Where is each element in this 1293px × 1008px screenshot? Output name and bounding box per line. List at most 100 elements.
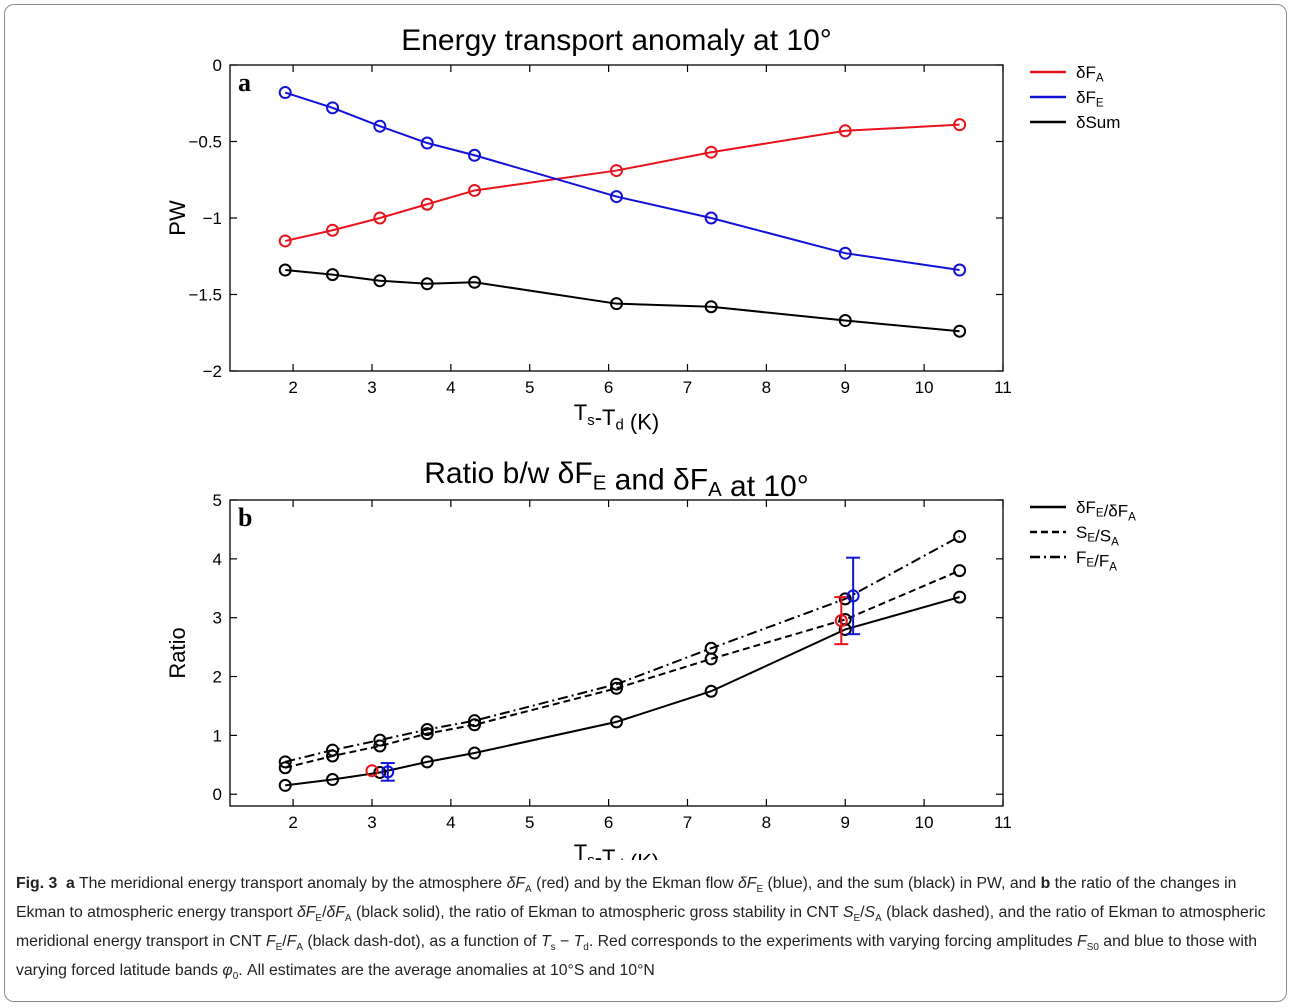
chart-title: Energy transport anomaly at 10°: [401, 24, 832, 57]
error-point: [365, 764, 379, 778]
y-tick-label: −1: [203, 209, 222, 228]
data-point: [953, 118, 967, 132]
y-tick-label: 5: [213, 491, 222, 510]
x-tick-label: 4: [446, 813, 455, 832]
x-tick-label: 7: [683, 813, 692, 832]
data-point: [953, 324, 967, 338]
data-point: [420, 197, 434, 211]
x-tick-label: 8: [762, 813, 771, 832]
y-axis-label: Ratio: [165, 627, 190, 678]
data-point: [468, 718, 482, 732]
data-point: [326, 101, 340, 115]
caption-text: a The meridional energy transport anomal…: [16, 875, 1266, 983]
data-point: [373, 733, 387, 747]
figure-frame: [4, 4, 1287, 1002]
data-point: [704, 211, 718, 225]
x-tick-label: 2: [288, 813, 297, 832]
data-point: [373, 274, 387, 288]
data-point: [420, 136, 434, 150]
x-tick-label: 5: [525, 378, 534, 397]
x-tick-label: 3: [367, 378, 376, 397]
panel-label: a: [238, 68, 251, 97]
data-point: [953, 590, 967, 604]
data-point: [373, 211, 387, 225]
data-point: [838, 314, 852, 328]
chart-panel-b: Ratio b/w δFE and δFA at 10°b2 3 4 5 6 7 8 9 10 1…: [165, 457, 1136, 860]
data-point: [468, 148, 482, 162]
x-tick-label: 9: [841, 378, 850, 397]
x-tick-label: 6: [604, 813, 613, 832]
y-tick-label: 1: [213, 726, 222, 745]
data-point: [838, 124, 852, 138]
y-tick-label: −1.5: [188, 286, 222, 305]
x-tick-label: 7: [683, 378, 692, 397]
series-line-2: [284, 535, 961, 763]
y-tick-label: −2: [203, 362, 222, 381]
series-line-0: [284, 123, 960, 242]
legend-label: δFE: [1076, 88, 1104, 110]
data-point: [953, 263, 967, 277]
error-point: [381, 765, 395, 779]
x-tick-label: 10: [915, 813, 934, 832]
data-point: [953, 564, 967, 578]
legend-item-2: δSum: [1030, 113, 1120, 132]
legend-label: FE/FA: [1076, 548, 1117, 573]
series-line-2: [285, 269, 960, 333]
data-point: [373, 739, 387, 753]
series-line-0: [285, 596, 960, 787]
data-point: [326, 743, 340, 757]
data-point: [326, 773, 340, 787]
data-point: [468, 746, 482, 760]
x-tick-label: 11: [994, 378, 1012, 397]
error-point: [834, 614, 848, 628]
legend-item-1: δFE: [1030, 88, 1104, 110]
x-tick-label: 8: [762, 378, 771, 397]
plot-area-border: [229, 499, 1004, 807]
legend-label: δFE/δFA: [1076, 498, 1136, 523]
y-tick-label: −0.5: [188, 133, 222, 152]
chart-title: Ratio b/w δFE and δFA at 10°: [424, 457, 808, 503]
data-point: [704, 652, 718, 666]
x-tick-label: 5: [525, 813, 534, 832]
data-point: [838, 246, 852, 260]
y-tick-label: 2: [213, 668, 222, 687]
data-point: [278, 263, 292, 277]
legend-item-0: δFE/δFA: [1030, 498, 1136, 523]
data-point: [420, 755, 434, 769]
x-tick-label: 3: [367, 813, 376, 832]
y-tick-label: 0: [213, 785, 222, 804]
data-point: [610, 681, 623, 695]
y-axis-label: PW: [165, 200, 190, 236]
data-point: [278, 86, 292, 100]
data-point: [610, 164, 623, 178]
caption-fig-label: Fig. 3: [16, 875, 58, 892]
data-point: [468, 183, 482, 197]
legend-label: SE/SA: [1076, 523, 1119, 548]
data-point: [278, 234, 292, 248]
data-point: [373, 765, 387, 779]
data-point: [953, 529, 967, 543]
data-point: [278, 761, 292, 775]
x-axis-label: Ts-Td (K): [574, 400, 660, 435]
data-point: [610, 297, 623, 311]
data-point: [610, 190, 623, 204]
x-tick-label: 11: [994, 813, 1012, 832]
figure-svg: Energy transport anomaly at 10° a 2 3 4 5 6 7 8 9…: [165, 24, 1136, 860]
y-tick-label: 3: [213, 609, 222, 628]
data-point: [704, 300, 718, 314]
legend-item-2: FE/FA: [1030, 548, 1117, 573]
panel-label: b: [238, 503, 252, 532]
data-point: [326, 223, 340, 237]
data-point: [704, 684, 718, 698]
legend-item-1: SE/SA: [1030, 523, 1119, 548]
chart-panel-a: Energy transport anomaly at 10° a 2 3 4 5 6 7 8 9…: [165, 24, 1120, 435]
data-point: [610, 677, 623, 691]
data-point: [420, 277, 434, 291]
legend-label: δSum: [1076, 113, 1120, 132]
series-line-1: [284, 569, 961, 769]
data-point: [326, 268, 340, 282]
data-point: [468, 275, 482, 289]
x-tick-label: 10: [915, 378, 934, 397]
x-tick-label: 9: [841, 813, 850, 832]
x-axis-label: Ts-Td (K): [574, 840, 660, 860]
